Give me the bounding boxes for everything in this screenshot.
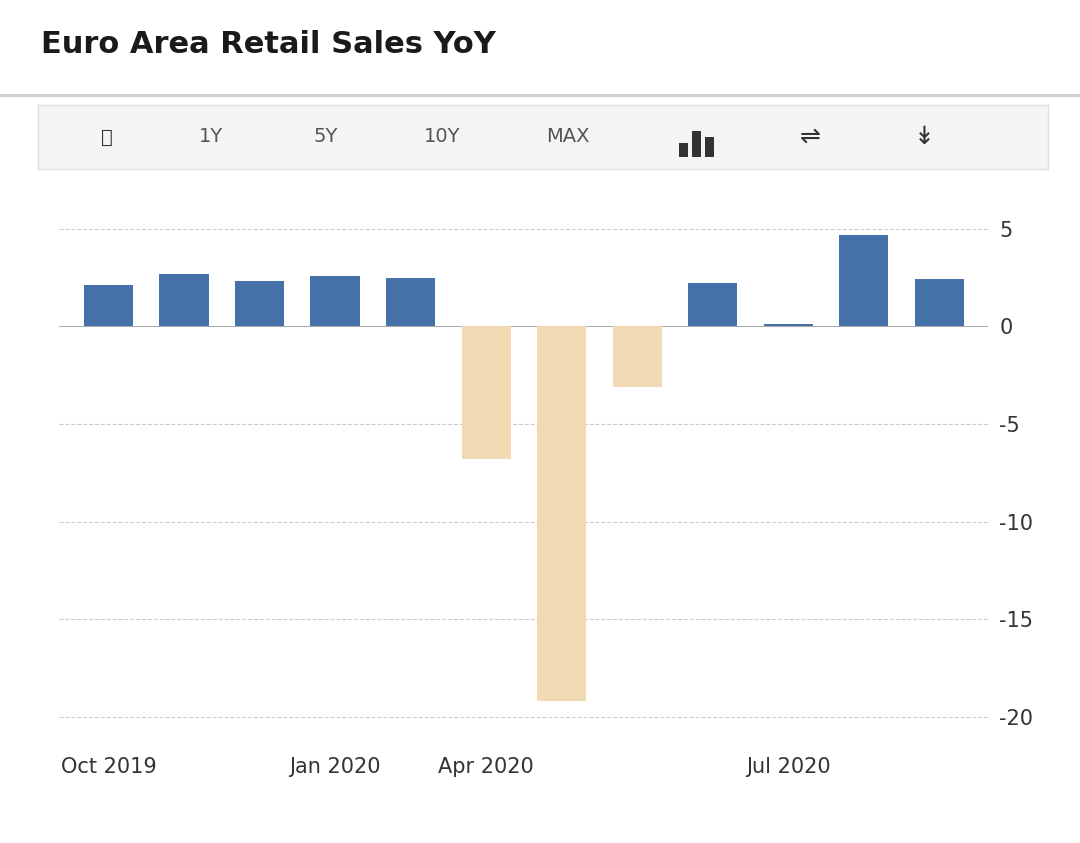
Bar [310, 276, 360, 326]
Bar [764, 325, 812, 326]
Text: 10Y: 10Y [423, 127, 460, 147]
Text: 📅: 📅 [100, 127, 112, 147]
Text: 1Y: 1Y [200, 127, 224, 147]
Bar [688, 283, 738, 326]
Text: ↡: ↡ [914, 125, 935, 149]
Bar [461, 326, 511, 459]
Text: 5Y: 5Y [313, 127, 338, 147]
Bar [612, 326, 662, 387]
Bar [160, 274, 208, 326]
Bar [705, 137, 714, 157]
Bar [84, 285, 133, 326]
Bar [839, 234, 888, 326]
Text: ⇌: ⇌ [800, 125, 821, 149]
Bar [235, 282, 284, 326]
Bar [537, 326, 586, 701]
Bar [386, 277, 435, 326]
Bar [692, 131, 701, 157]
Text: MAX: MAX [546, 127, 590, 147]
Bar [915, 280, 963, 326]
Bar [679, 143, 688, 157]
Text: Euro Area Retail Sales YoY: Euro Area Retail Sales YoY [41, 30, 496, 58]
